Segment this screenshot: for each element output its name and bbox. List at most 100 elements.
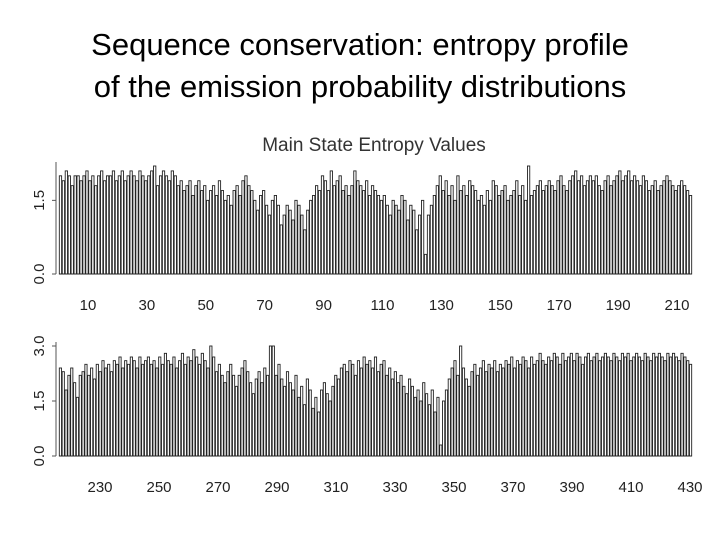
chart-1-title: Main State Entropy Values <box>262 135 486 156</box>
chart-2-bar <box>112 360 116 457</box>
chart-1-bar <box>641 175 646 275</box>
chart-1-bar <box>688 194 693 275</box>
chart-2-bar <box>206 367 210 457</box>
chart-2-bar <box>232 374 236 457</box>
chart-1-bar <box>194 185 198 275</box>
chart-1-bar <box>64 170 68 275</box>
chart-1-bar <box>521 185 525 275</box>
chart-1-bar <box>326 190 330 275</box>
chart-1-bar <box>600 190 604 275</box>
chart-1-bar <box>471 185 475 275</box>
chart-2-x-tick-label: 250 <box>146 479 171 496</box>
chart-1-bar <box>680 180 684 275</box>
chart-2-bar <box>203 360 207 457</box>
chart-1-bar <box>335 180 339 275</box>
chart-2-bar <box>382 360 386 457</box>
chart-2-bar <box>595 352 599 457</box>
chart-1-bar <box>315 185 319 275</box>
chart-1-bar <box>253 199 257 275</box>
chart-2-bar <box>663 360 667 457</box>
chart-1-bar <box>550 185 554 275</box>
chart-2-bar <box>180 352 185 457</box>
chart-1-bar <box>161 170 166 275</box>
chart-1-bar <box>353 170 357 275</box>
chart-2-bar <box>388 367 392 457</box>
chart-2-bar <box>671 352 676 457</box>
chart-1-bar <box>94 185 98 275</box>
chart-2-bar <box>212 356 216 457</box>
chart-2-bar <box>484 371 488 457</box>
chart-2-x-tick-label: 270 <box>205 479 230 496</box>
chart-1-bar <box>120 170 124 275</box>
chart-2-bar <box>453 360 457 457</box>
chart-2-bar <box>530 356 534 457</box>
chart-1-bar <box>206 199 210 275</box>
chart-1-bar <box>85 170 89 275</box>
chart-2-x-tick-label: 350 <box>441 479 466 496</box>
chart-2-bar <box>416 389 420 457</box>
chart-1-bar <box>135 180 139 275</box>
chart-1-bar <box>256 209 260 275</box>
chart-2-bar <box>277 363 281 457</box>
chart-1-bar <box>241 180 245 275</box>
chart-2-bar <box>549 360 554 457</box>
chart-2-bar <box>413 396 417 457</box>
chart-2-bar <box>487 363 491 457</box>
chart-2-y-tick-label: 1.5 <box>31 391 48 412</box>
chart-1-bar <box>603 180 607 275</box>
chart-1-bar <box>515 180 519 275</box>
chart-1-bar <box>647 190 651 275</box>
chart-2-bar <box>101 360 105 457</box>
chart-2-bar <box>288 382 292 457</box>
chart-1-bar <box>482 204 487 275</box>
chart-2-bar <box>158 356 162 457</box>
chart-1-bar <box>144 180 148 275</box>
chart-2-bar <box>243 360 247 457</box>
chart-2-bar <box>67 374 71 457</box>
chart-1-bar <box>88 180 92 275</box>
chart-2-bar <box>368 360 372 457</box>
chart-1-bar <box>488 199 492 275</box>
chart-1-bar <box>344 185 348 275</box>
chart-1-bar <box>659 185 663 275</box>
chart-1-bar <box>503 185 507 275</box>
chart-1-bar <box>259 194 263 275</box>
chart-2-bar <box>586 352 590 457</box>
slide-title: Sequence conservation: entropy profile o… <box>0 24 720 108</box>
chart-2-bar <box>104 367 108 457</box>
chart-2-bar <box>442 400 446 457</box>
chart-1-bar <box>197 180 201 275</box>
chart-2-bar <box>351 363 355 457</box>
chart-2-bar <box>356 360 361 457</box>
chart-1-x-tick-label: 210 <box>664 297 689 314</box>
chart-2-bar <box>652 352 656 457</box>
chart-2-bar <box>566 356 571 457</box>
chart-2-bar <box>81 371 85 457</box>
chart-2-bar <box>674 356 678 457</box>
chart-1-bar <box>571 175 575 275</box>
chart-2-bar <box>240 367 244 457</box>
chart-1-bar <box>332 185 336 275</box>
chart-2-bar <box>322 382 326 457</box>
chart-2-bar <box>348 360 352 457</box>
chart-2-bar <box>677 360 681 457</box>
chart-1-bar <box>232 190 236 275</box>
chart-1-bar <box>541 190 545 275</box>
chart-2-y-tick-label: 0.0 <box>31 446 48 467</box>
chart-1-bar <box>527 165 531 275</box>
chart-2-bar <box>200 352 204 457</box>
chart-2-bar <box>345 371 349 457</box>
chart-1-bar <box>491 180 495 275</box>
chart-2-x-tick-label: 330 <box>382 479 407 496</box>
chart-1-bar <box>565 190 569 275</box>
chart-1-bar <box>209 190 213 275</box>
chart-2-x-tick-label: 290 <box>264 479 289 496</box>
chart-2-bar <box>425 393 429 457</box>
chart-2-bar <box>572 360 576 457</box>
chart-2-bar <box>328 400 332 457</box>
chart-1-bar <box>323 180 328 275</box>
chart-2-bar <box>535 360 539 457</box>
chart-1-bar <box>91 175 95 275</box>
chart-2-bar <box>75 396 79 457</box>
chart-1-bar <box>562 185 566 275</box>
